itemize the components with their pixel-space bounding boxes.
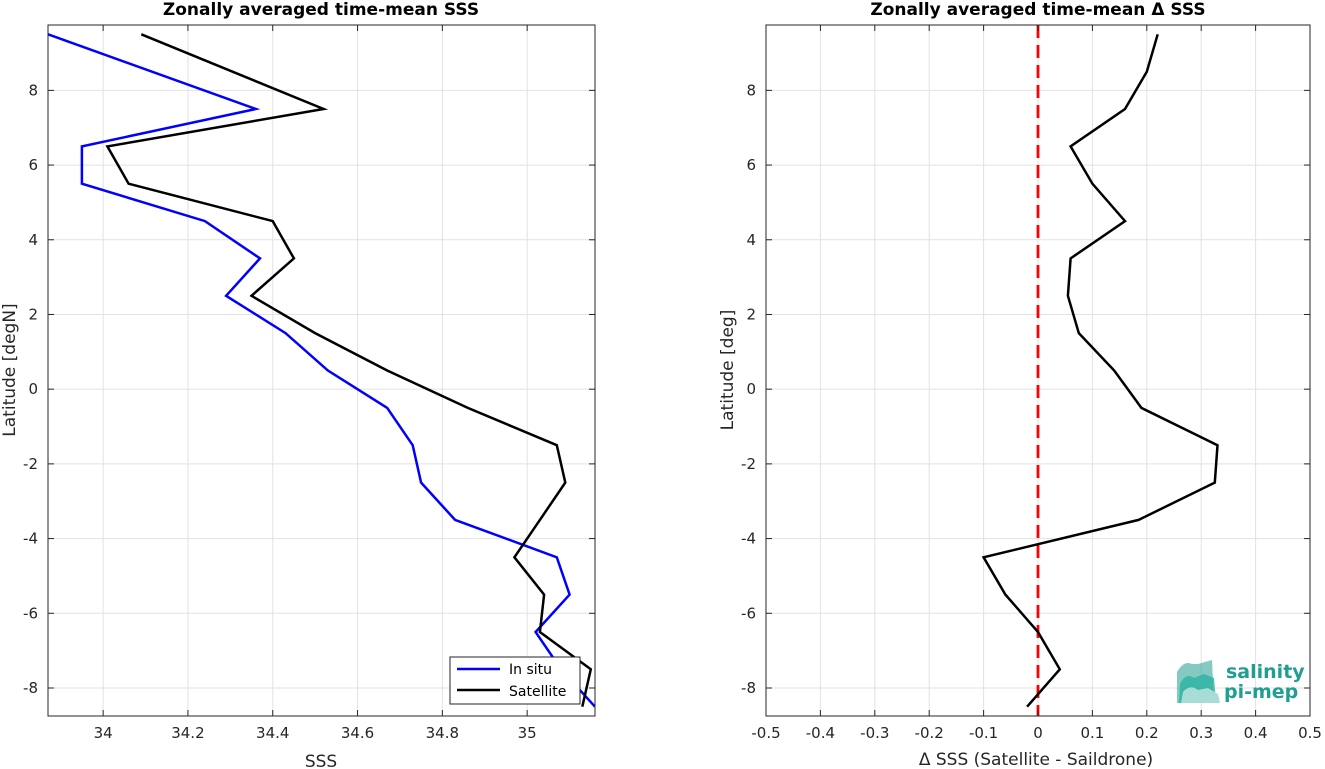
sss-axes-background <box>48 25 595 716</box>
delta-ytick-label: 6 <box>746 156 756 174</box>
sss-legend[interactable]: In situ Satellite <box>449 656 581 705</box>
delta-ytick-label: 2 <box>746 305 756 323</box>
sss-panel: 34 34.2 34.4 34.6 34.8 35 -8 -6 -4 -2 0 2 4 6 8 Zonall… <box>0 0 596 769</box>
sss-ticks: 34 34.2 34.4 34.6 34.8 35 -8 -6 -4 -2 0 2 4 6 8 <box>23 25 595 742</box>
delta-xlabel: Δ SSS (Satellite - Saildrone) <box>919 750 1153 769</box>
delta-ytick-label: -4 <box>741 530 756 548</box>
sss-xtick-label: 34.8 <box>426 724 459 742</box>
legend-label-in-situ: In situ <box>509 662 552 678</box>
delta-title: Zonally averaged time-mean Δ SSS <box>870 0 1205 20</box>
delta-ytick-label: 4 <box>746 231 756 249</box>
delta-xtick-label: 0.1 <box>1080 724 1104 742</box>
delta-xtick-label: 0 <box>1033 724 1043 742</box>
legend-box <box>449 656 581 705</box>
sss-ytick-label: 6 <box>28 156 38 174</box>
sss-xlabel: SSS <box>305 752 337 769</box>
delta-ytick-label: -6 <box>741 604 756 622</box>
sss-axes-box <box>47 24 596 717</box>
delta-xtick-label: -0.2 <box>915 724 944 742</box>
sss-ytick-label: -6 <box>23 604 38 622</box>
delta-series-line-delta <box>981 33 1219 708</box>
sss-ytick-label: -2 <box>23 455 38 473</box>
delta-ylabel: Latitude [deg] <box>718 310 738 431</box>
sss-ytick-label: 0 <box>28 380 38 398</box>
sss-xtick-label: 34 <box>94 724 113 742</box>
sss-ytick-label: 8 <box>28 81 38 99</box>
sss-ytick-label: -8 <box>23 679 38 697</box>
sss-xtick-label: 35 <box>518 724 537 742</box>
sss-ytick-label: 4 <box>28 231 38 249</box>
delta-xtick-label: 0.2 <box>1135 724 1159 742</box>
sss-grid <box>48 25 595 716</box>
delta-xtick-label: 0.5 <box>1298 724 1322 742</box>
sss-ytick-label: 2 <box>28 305 38 323</box>
sss-series <box>48 33 595 708</box>
sss-series-line-in-situ <box>48 33 595 708</box>
sss-ytick-label: -4 <box>23 530 38 548</box>
delta-xtick-label: -0.4 <box>806 724 835 742</box>
sss-xtick-label: 34.4 <box>256 724 289 742</box>
logo-wave-front <box>1181 687 1220 703</box>
delta-ticks: -0.5 -0.4 -0.3 -0.2 -0.1 0 0.1 0.2 0.3 0.4 0.5 -8 -6… <box>741 25 1322 742</box>
sss-xtick-label: 34.6 <box>341 724 374 742</box>
legend-label-satellite: Satellite <box>509 684 566 700</box>
delta-xtick-label: 0.3 <box>1189 724 1213 742</box>
logo-line2: pi-mep <box>1224 681 1298 703</box>
delta-xtick-label: 0.4 <box>1244 724 1268 742</box>
delta-ytick-label: 0 <box>746 380 756 398</box>
delta-xtick-label: -0.1 <box>969 724 998 742</box>
delta-xtick-label: -0.3 <box>860 724 889 742</box>
delta-xtick-label: -0.5 <box>751 724 780 742</box>
sss-ylabel: Latitude [degN] <box>0 303 20 436</box>
delta-sss-panel: -0.5 -0.4 -0.3 -0.2 -0.1 0 0.1 0.2 0.3 0.4 0.5 -8 -6… <box>718 0 1322 769</box>
logo-line1: salinity <box>1226 661 1305 683</box>
sss-series-line-satellite <box>105 33 593 707</box>
sss-xtick-label: 34.2 <box>171 724 204 742</box>
salinity-pi-mep-logo: salinity pi-mep <box>1177 660 1305 703</box>
delta-series <box>981 33 1219 708</box>
sss-title: Zonally averaged time-mean SSS <box>163 0 479 20</box>
delta-ytick-label: -2 <box>741 455 756 473</box>
delta-ytick-label: 8 <box>746 81 756 99</box>
delta-ytick-label: -8 <box>741 679 756 697</box>
